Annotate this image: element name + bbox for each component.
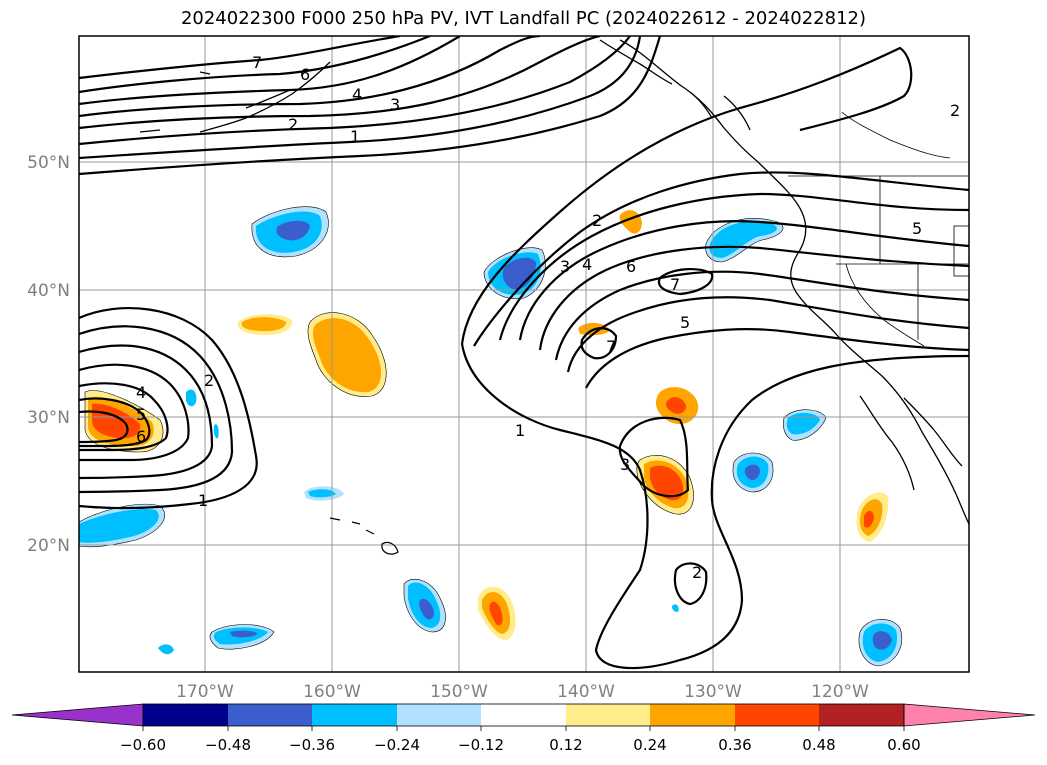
map-title: 2024022300 F000 250 hPa PV, IVT Landfall… <box>180 8 867 29</box>
negative-anomaly-21n-176w <box>79 504 165 547</box>
lon-label: 120°W <box>811 682 869 702</box>
lat-label: 30°N <box>27 408 70 428</box>
negative-anomaly-12n-164w <box>210 624 274 650</box>
negative-anomaly-12n-117w <box>858 619 902 666</box>
lon-label: 150°W <box>430 682 488 702</box>
contour-label: 2 <box>204 371 214 390</box>
lon-label: 140°W <box>557 682 615 702</box>
contour-label: 5 <box>912 219 922 238</box>
contour-label: 2 <box>592 211 602 230</box>
contour-label: 2 <box>288 115 298 134</box>
lon-label: 160°W <box>303 682 361 702</box>
contour-labels: 7 6 4 3 2 1 2 3 4 6 7 5 7 1 3 2 4 5 6 2 … <box>136 53 960 582</box>
contour-label: 3 <box>390 95 400 114</box>
colorbar-extend-low <box>11 703 144 727</box>
colorbar-segment <box>143 704 228 726</box>
plot-frame <box>78 35 970 673</box>
contour-label: 5 <box>136 405 146 424</box>
positive-anomaly-15n-146w <box>478 586 516 640</box>
contour-label: 7 <box>670 275 680 294</box>
colorbar-tick-labels: −0.60 −0.48 −0.36 −0.24 −0.12 0.12 0.24 … <box>120 736 921 754</box>
contour-label: 4 <box>136 383 146 402</box>
contour-label: 2 <box>950 101 960 120</box>
contour-label: 7 <box>252 53 262 72</box>
colorbar-tick-label: −0.48 <box>205 736 251 754</box>
contour-label: 6 <box>300 65 310 84</box>
colorbar-tick-label: −0.12 <box>458 736 504 754</box>
contour-label: 2 <box>692 563 702 582</box>
positive-anomaly-37n-163w <box>237 314 293 336</box>
colorbar-segment <box>481 704 566 726</box>
negative-anomaly-24n-161w <box>304 486 344 501</box>
negative-anomaly-32n-171w <box>186 389 219 439</box>
colorbar-segment <box>566 704 650 726</box>
lat-label: 50°N <box>27 153 70 173</box>
colorbar-segment <box>228 704 312 726</box>
contour-label: 6 <box>136 427 146 446</box>
colorbar-tick-label: −0.60 <box>120 736 166 754</box>
contour-label: 7 <box>606 337 616 356</box>
colorbar-segment <box>397 704 481 726</box>
contour-label: 4 <box>352 85 362 104</box>
axis-labels: 170°W 160°W 150°W 140°W 130°W 120°W 50°N… <box>27 153 869 702</box>
contour-label: 6 <box>626 257 636 276</box>
colorbar-tick-label: 0.60 <box>887 736 920 754</box>
positive-anomaly-21n-118w <box>856 492 889 542</box>
contour-label: 5 <box>680 313 690 332</box>
contour-label: 3 <box>560 257 570 276</box>
colorbar-segment <box>819 704 904 726</box>
colorbar-tick-label: 0.12 <box>549 736 582 754</box>
contour-label: 3 <box>620 455 630 474</box>
negative-anomaly-43n-130w <box>705 218 784 262</box>
colorbar-extend-high <box>903 703 1036 727</box>
contour-label: 1 <box>515 421 525 440</box>
negative-anomaly-small-misc <box>158 604 679 655</box>
lat-label: 20°N <box>27 536 70 556</box>
colorbar-tick-label: −0.36 <box>289 736 335 754</box>
contour-label: 1 <box>198 491 208 510</box>
colorbar-tick-label: 0.36 <box>718 736 751 754</box>
coastlines <box>199 39 969 525</box>
colorbar-segment <box>735 704 819 726</box>
negative-anomaly-16n-152w <box>404 579 446 632</box>
contour-label: 1 <box>350 127 360 146</box>
positive-anomaly-35n-158w <box>307 312 387 397</box>
negative-anomaly-45n-164w <box>251 206 329 257</box>
colorbar-segment <box>650 704 735 726</box>
colorbar: −0.60 −0.48 −0.36 −0.24 −0.12 0.12 0.24 … <box>11 703 1036 754</box>
colorbar-ticks <box>142 726 905 731</box>
colorbar-tick-label: 0.48 <box>802 736 835 754</box>
colorbar-tick-label: 0.24 <box>633 736 666 754</box>
plot-area <box>79 36 969 672</box>
islands <box>139 71 399 555</box>
lon-label: 170°W <box>176 682 234 702</box>
negative-anomaly-26n-127w <box>732 453 774 492</box>
colorbar-tick-label: −0.24 <box>374 736 420 754</box>
colorbar-frame <box>142 703 905 727</box>
lat-label: 40°N <box>27 281 70 301</box>
contour-label: 4 <box>582 255 592 274</box>
ivt-contours <box>79 36 969 670</box>
positive-anomaly-31n-133w <box>655 387 699 424</box>
pv-anomaly-fills <box>79 206 902 666</box>
lon-label: 130°W <box>684 682 742 702</box>
colorbar-segment <box>312 704 397 726</box>
